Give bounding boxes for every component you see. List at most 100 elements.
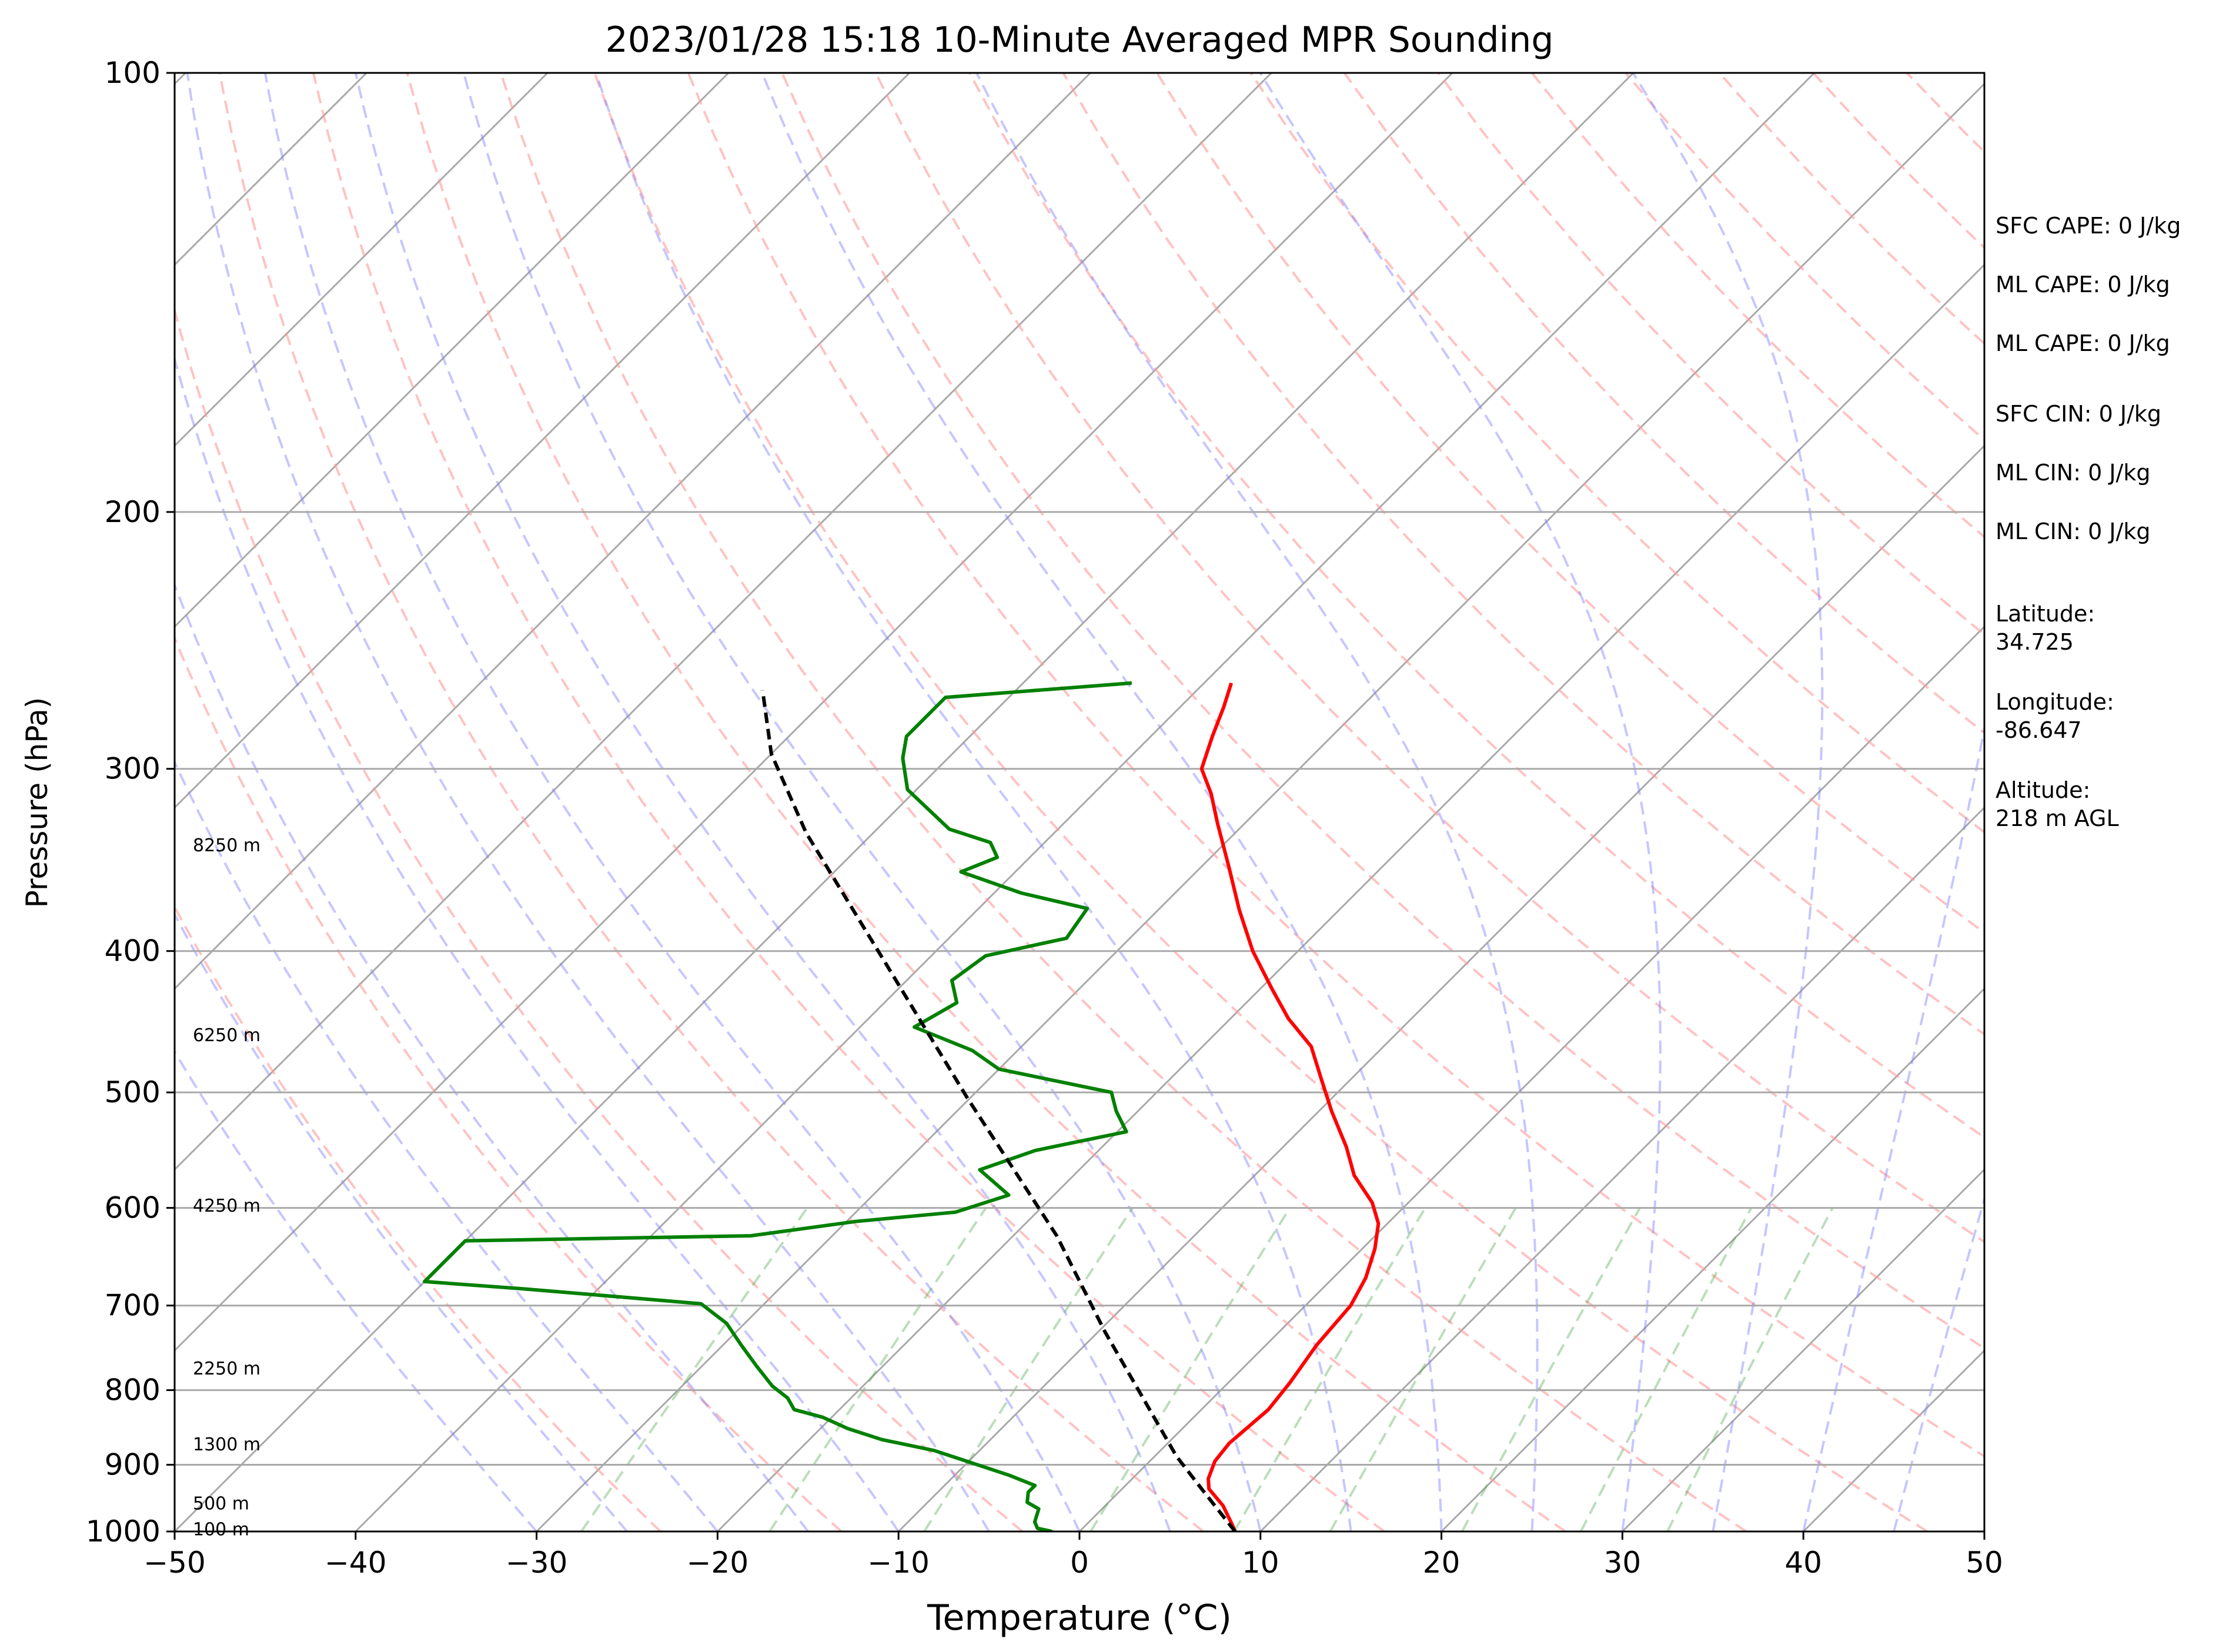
longitude-text: Longitude: -86.647 xyxy=(1996,689,2114,743)
moist-adiabat-line xyxy=(175,355,900,1531)
x-tick-label: 40 xyxy=(1784,1546,1822,1580)
isotherm-line xyxy=(536,82,1984,1531)
y-ticks: 100 200 300 400 500 600 700 800 900 1000 xyxy=(86,56,175,1549)
ml-cape-text-2: ML CAPE: 0 J/kg xyxy=(1996,330,2170,356)
isotherm-line xyxy=(898,444,1984,1531)
moist-adiabat-line xyxy=(1802,723,1984,1531)
altitude-text: Altitude: 218 m AGL xyxy=(1996,777,2119,831)
dry-adiabat-line xyxy=(593,73,1928,1531)
moist-adiabat-line xyxy=(186,73,990,1531)
height-labels: 8250 m 6250 m 4250 m 2250 m 1300 m 500 m 100 m xyxy=(193,835,260,1540)
moist-adiabat-line xyxy=(263,73,1081,1531)
moist-adiabat-line xyxy=(975,73,1539,1531)
isotherm-line xyxy=(175,73,367,266)
x-axis-label: Temperature (°C) xyxy=(927,1597,1232,1638)
sounding-series xyxy=(423,681,1381,1531)
isotherm-line xyxy=(717,263,1984,1531)
y-tick-label: 200 xyxy=(105,495,161,529)
dry-adiabat-line xyxy=(874,73,1984,1243)
x-tick-label: 10 xyxy=(1242,1546,1279,1580)
dry-adiabat-line xyxy=(2188,73,2226,1531)
isotherm-line xyxy=(1440,987,1984,1531)
isotherm-line xyxy=(175,73,1272,1171)
x-tick-label: −20 xyxy=(687,1546,749,1580)
y-tick-label: 800 xyxy=(105,1373,161,1407)
dry-adiabat-line xyxy=(175,306,1024,1531)
mixing-ratio-line xyxy=(1233,1207,1426,1531)
dry-adiabat-line xyxy=(406,73,1566,1531)
moist-adiabat-line xyxy=(354,73,1171,1531)
dry-adiabat-line xyxy=(499,73,1747,1531)
y-axis-label: Pressure (hPa) xyxy=(20,697,54,908)
isotherm-line xyxy=(175,73,1635,1531)
mixing-ratio-line xyxy=(1089,1207,1291,1531)
y-tick-label: 600 xyxy=(105,1191,161,1225)
isotherm-line xyxy=(1622,1168,1984,1531)
moist-adiabat-line xyxy=(175,912,629,1531)
x-tick-label: 30 xyxy=(1604,1546,1642,1580)
dry-adiabat-line xyxy=(312,73,1385,1531)
dry-adiabat-line xyxy=(175,635,843,1531)
height-label: 1300 m xyxy=(193,1434,260,1455)
latitude-text: Latitude: 34.725 xyxy=(1996,601,2095,655)
y-tick-label: 900 xyxy=(105,1447,161,1482)
isotherm-line xyxy=(2165,73,2226,1531)
moist-adiabat-line xyxy=(175,1049,538,1531)
dry-adiabat-line xyxy=(781,73,1984,1350)
moist-adiabat-line xyxy=(1259,73,1662,1531)
mixing-ratio-line xyxy=(768,1207,987,1531)
y-tick-label: 400 xyxy=(105,934,161,968)
pressure-gridlines xyxy=(175,73,1984,1531)
isotherm-line xyxy=(175,73,1453,1352)
mixing-ratio-line xyxy=(1579,1207,1753,1531)
temperature-line xyxy=(1199,682,1381,1531)
x-ticks: −50 −40 −30 −20 −10 0 10 20 30 40 50 xyxy=(143,1531,2003,1580)
plot-frame xyxy=(173,72,1986,1533)
moist-adiabat-line xyxy=(761,73,1443,1531)
parcel-path-line xyxy=(761,690,1237,1531)
mixing-ratio-line xyxy=(1666,1207,1834,1531)
x-tick-label: −30 xyxy=(506,1546,568,1580)
moist-adiabat-line xyxy=(1893,1195,1984,1531)
moist-adiabat-line xyxy=(462,73,1262,1531)
dry-adiabat-line xyxy=(175,904,661,1531)
x-tick-label: 0 xyxy=(1070,1546,1089,1580)
sfc-cin-text: SFC CIN: 0 J/kg xyxy=(1996,401,2162,427)
y-tick-label: 1000 xyxy=(86,1514,161,1549)
moist-adiabat-line xyxy=(1632,73,1824,1531)
y-tick-label: 700 xyxy=(105,1289,161,1323)
isotherm-line xyxy=(175,73,730,628)
moist-adiabat-line xyxy=(594,73,1352,1531)
dry-adiabat-line xyxy=(1062,73,1984,1036)
isotherm-line xyxy=(175,73,910,809)
isotherm-line xyxy=(175,73,549,447)
dry-adiabat-line xyxy=(218,73,1205,1531)
height-label: 6250 m xyxy=(193,1025,260,1046)
isotherm-line xyxy=(1078,625,1984,1531)
height-label: 4250 m xyxy=(193,1196,260,1216)
mixing-ratio-line xyxy=(580,1207,808,1531)
x-tick-label: −40 xyxy=(325,1546,387,1580)
dry-adiabat-line xyxy=(687,73,1984,1458)
chart-title: 2023/01/28 15:18 10-Minute Averaged MPR … xyxy=(606,19,1554,61)
ml-cin-text-2: ML CIN: 0 J/kg xyxy=(1996,519,2151,544)
y-tick-label: 300 xyxy=(105,752,161,786)
y-tick-label: 500 xyxy=(105,1075,161,1109)
dewpoint-line xyxy=(423,681,1132,1531)
x-tick-label: −10 xyxy=(867,1546,930,1580)
ml-cin-text: ML CIN: 0 J/kg xyxy=(1996,460,2151,486)
moist-adiabat-line xyxy=(175,581,809,1531)
isotherm-line xyxy=(355,73,1815,1531)
isotherm-line xyxy=(175,73,1091,990)
x-tick-label: −50 xyxy=(143,1546,206,1580)
height-label: 8250 m xyxy=(193,835,260,856)
x-tick-label: 50 xyxy=(1966,1546,2003,1580)
isotherm-line xyxy=(0,73,5,1531)
height-label: 100 m xyxy=(193,1520,249,1540)
height-label: 2250 m xyxy=(193,1359,260,1379)
x-tick-label: 20 xyxy=(1423,1546,1460,1580)
mixing-ratio-line xyxy=(1329,1207,1517,1531)
reference-lines xyxy=(0,73,2226,1531)
dry-adiabat-line xyxy=(1249,73,1984,834)
